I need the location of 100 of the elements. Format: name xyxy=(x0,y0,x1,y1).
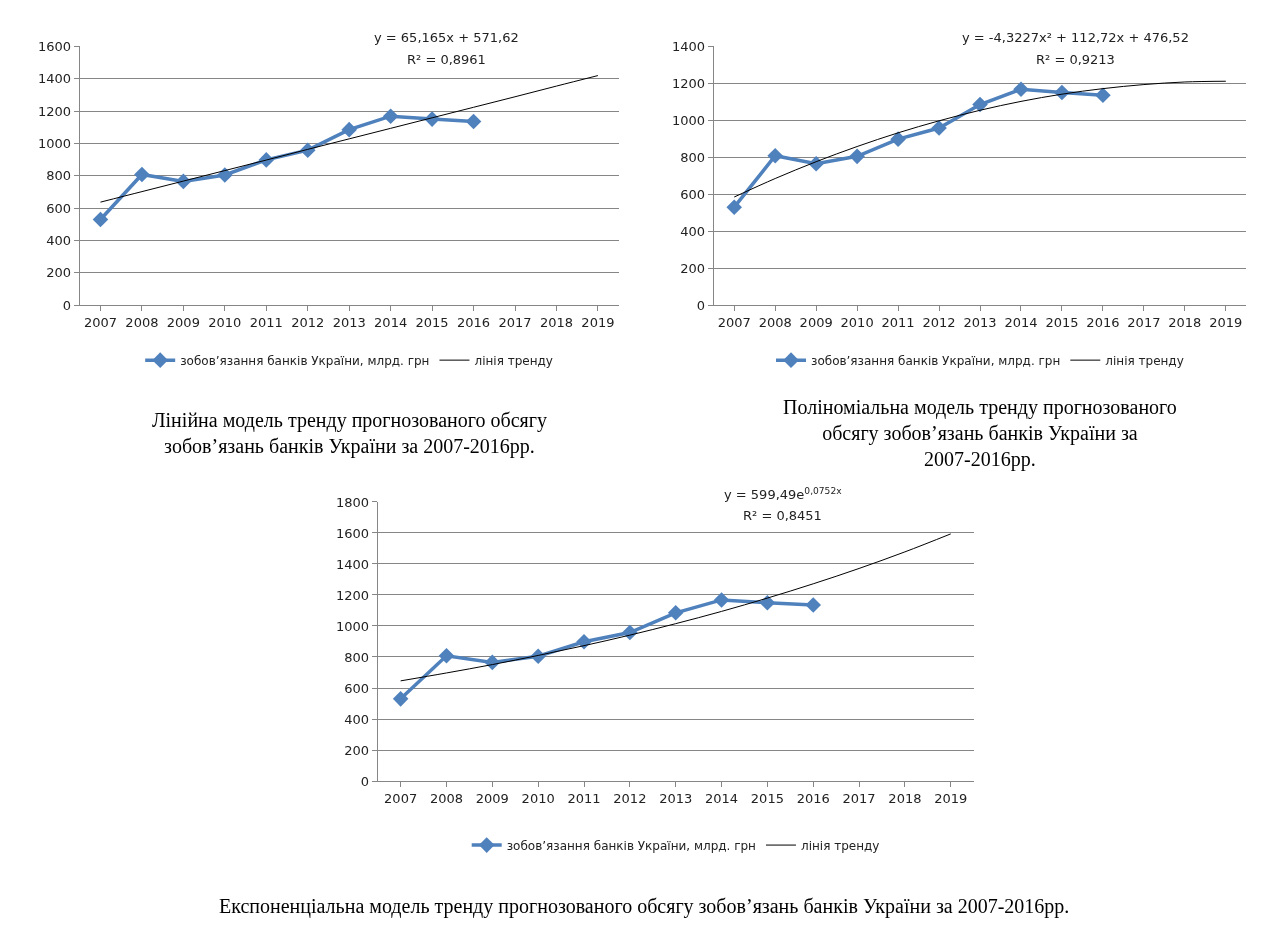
point xyxy=(1095,87,1111,104)
y-tick-label: 800 xyxy=(680,149,706,165)
y-tick-label: 400 xyxy=(344,711,370,727)
x-tick-label: 2012 xyxy=(613,790,647,806)
legend-label: зобов’язання банків України, млрд. грн xyxy=(811,353,1061,368)
x-tick-label: 2010 xyxy=(840,314,874,330)
point xyxy=(341,121,357,138)
x-tick-label: 2019 xyxy=(1209,314,1243,330)
x-tick-label: 2015 xyxy=(415,314,449,330)
x-tick-label: 2019 xyxy=(934,790,968,806)
y-tick-label: 1600 xyxy=(336,525,370,541)
x-tick-label: 2008 xyxy=(429,790,464,806)
x-tick-label: 2019 xyxy=(581,314,615,330)
y-tick-label: 1600 xyxy=(38,38,72,54)
y-tick-label: 1000 xyxy=(38,135,72,151)
point xyxy=(438,647,455,664)
x-tick-label: 2010 xyxy=(521,790,555,806)
y-tick-label: 200 xyxy=(344,742,370,758)
y-tick-label: 200 xyxy=(680,260,706,276)
point xyxy=(134,166,150,183)
x-tick-label: 2011 xyxy=(249,314,283,330)
y-tick-label: 1800 xyxy=(336,494,370,510)
x-tick-label: 2017 xyxy=(498,314,532,330)
legend-label: лінія тренду xyxy=(800,838,880,853)
x-tick-label: 2013 xyxy=(332,314,366,330)
y-tick-label: 1400 xyxy=(336,556,370,572)
legend-label: зобов’язання банків України, млрд. грн xyxy=(506,838,756,853)
y-tick-label: 1000 xyxy=(336,618,370,634)
y-tick-label: 1400 xyxy=(38,71,72,87)
point xyxy=(382,108,399,124)
x-tick-label: 2018 xyxy=(539,314,574,330)
text: y = -4,3227x² + 112,72x + 476,52 xyxy=(962,30,1189,45)
x-tick-label: 2012 xyxy=(291,314,325,330)
y-tick-label: 1000 xyxy=(672,112,706,128)
x-tick-label: 2008 xyxy=(125,314,159,330)
x-tick-label: 2017 xyxy=(842,790,876,806)
point xyxy=(849,148,865,165)
line-series xyxy=(400,533,952,682)
y-tick-label: 400 xyxy=(680,223,706,239)
point xyxy=(726,199,743,215)
y-tick-label: 200 xyxy=(46,265,72,281)
point xyxy=(931,120,947,136)
x-tick-label: 2007 xyxy=(83,314,118,330)
x-tick-label: 2013 xyxy=(659,790,693,806)
x-tick-label: 2011 xyxy=(881,314,915,330)
text: Поліноміальна модель тренду прогнозованого обсягу зобов’язань банків України за 2007-2016рр. xyxy=(783,396,1177,471)
x-tick-label: 2015 xyxy=(750,790,784,806)
y-tick-label: 1200 xyxy=(336,587,370,603)
legend-label: лінія тренду xyxy=(474,353,553,368)
annotation: R² = 0,8451 xyxy=(743,508,822,523)
y-tick-label: 600 xyxy=(46,200,72,216)
text: Експоненціальна модель тренду прогнозованого обсягу зобов’язань банків України за 2007-2016рр. xyxy=(219,895,1070,918)
y-tick-label: 1200 xyxy=(672,75,706,91)
x-tick-label: 2016 xyxy=(1086,314,1120,330)
legend-label: лінія тренду xyxy=(1105,353,1184,368)
y-tick-label: 800 xyxy=(46,168,72,184)
text: Лінійна модель тренду прогнозованого обсягу зобов’язань банків України за 2007-2016рр. xyxy=(152,409,547,458)
line-series xyxy=(99,75,599,203)
point xyxy=(667,605,684,621)
x-tick-label: 2012 xyxy=(922,314,956,330)
x-tick-label: 2007 xyxy=(717,314,751,330)
y-tick-label: 600 xyxy=(344,680,370,696)
point xyxy=(713,592,730,608)
point xyxy=(805,597,822,613)
y-tick-label: 0 xyxy=(360,773,370,789)
point xyxy=(1013,81,1029,97)
text: y = 65,165x + 571,62 xyxy=(374,30,519,45)
y-tick-label: 0 xyxy=(62,297,72,313)
x-tick-label: 2011 xyxy=(567,790,601,806)
legend-label: зобов’язання банків України, млрд. грн xyxy=(180,353,430,368)
x-tick-label: 2017 xyxy=(1127,314,1161,330)
x-tick-label: 2018 xyxy=(888,790,922,806)
x-tick-label: 2009 xyxy=(799,314,833,330)
y-tick-label: 600 xyxy=(680,186,706,202)
point xyxy=(972,96,988,113)
y-tick-label: 400 xyxy=(46,233,72,249)
point xyxy=(465,113,482,130)
x-tick-label: 2016 xyxy=(457,314,491,330)
x-tick-label: 2013 xyxy=(963,314,997,330)
annotation: R² = 0,8961 xyxy=(407,52,486,67)
x-tick-label: 2007 xyxy=(384,790,418,806)
x-tick-label: 2016 xyxy=(796,790,830,806)
y-tick-label: 1200 xyxy=(38,103,72,119)
x-tick-label: 2009 xyxy=(166,314,200,330)
x-tick-label: 2008 xyxy=(758,314,792,330)
x-tick-label: 2010 xyxy=(208,314,242,330)
y-tick-label: 800 xyxy=(344,649,370,665)
y-tick-label: 1400 xyxy=(672,38,706,54)
x-tick-label: 2009 xyxy=(475,790,509,806)
x-tick-label: 2014 xyxy=(704,790,739,806)
annotation: y = 599,49e$^{0,0752x}$ xyxy=(724,486,843,503)
x-tick-label: 2014 xyxy=(1004,314,1038,330)
x-tick-label: 2018 xyxy=(1168,314,1202,330)
x-tick-label: 2015 xyxy=(1045,314,1079,330)
y-tick-label: 0 xyxy=(696,297,706,313)
point xyxy=(767,147,783,164)
point xyxy=(92,211,109,228)
point xyxy=(890,131,906,147)
annotation: R² = 0,9213 xyxy=(1036,52,1115,67)
point xyxy=(759,594,776,611)
